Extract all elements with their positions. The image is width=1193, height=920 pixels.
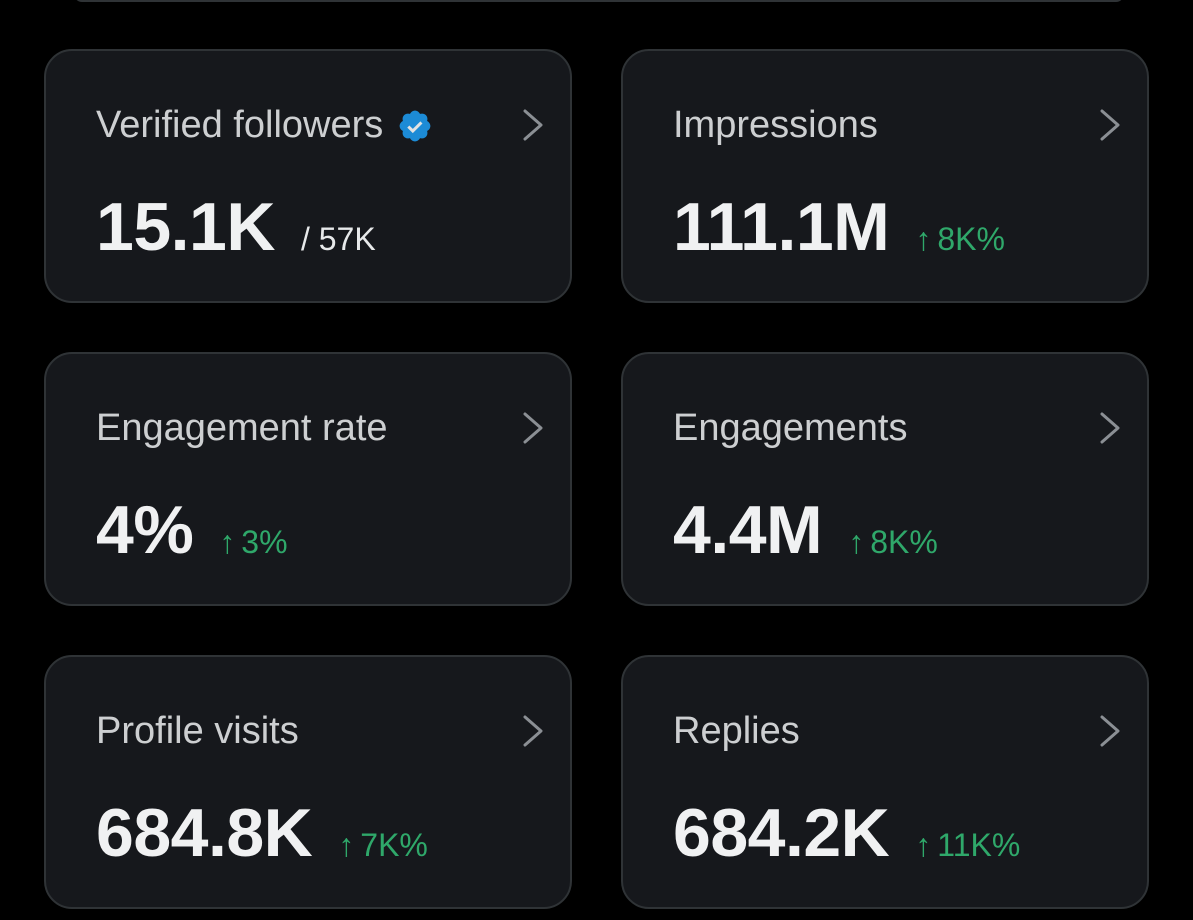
chevron-right-icon xyxy=(1100,412,1120,444)
metric-total: / 57K xyxy=(300,221,376,257)
card-title-label: Engagements xyxy=(673,407,908,449)
card-title: Impressions xyxy=(673,103,878,147)
metric-value: 684.2K xyxy=(673,795,890,871)
metric-value: 684.8K xyxy=(96,795,313,871)
value-row: 111.1M ↑ 8K% xyxy=(673,191,1005,263)
metric-change: ↑ 8K% xyxy=(915,221,1005,258)
analytics-grid: Verified followers 15.1K / 57K Impressio… xyxy=(44,49,1149,909)
arrow-up-icon: ↑ xyxy=(338,827,355,863)
card-impressions[interactable]: Impressions 111.1M ↑ 8K% xyxy=(621,49,1149,303)
metric-change-value: 8K% xyxy=(870,524,938,560)
card-engagements[interactable]: Engagements 4.4M ↑ 8K% xyxy=(621,352,1149,606)
card-title: Profile visits xyxy=(96,709,299,753)
metric-change-value: 3% xyxy=(241,524,288,560)
card-title-label: Verified followers xyxy=(96,104,384,146)
metric-change: ↑ 3% xyxy=(219,524,287,561)
arrow-up-icon: ↑ xyxy=(915,221,932,257)
metric-change: ↑ 11K% xyxy=(915,827,1020,864)
metric-change: ↑ 8K% xyxy=(848,524,938,561)
value-row: 684.8K ↑ 7K% xyxy=(96,797,428,869)
metric-change-value: 8K% xyxy=(937,221,1005,257)
card-profile-visits[interactable]: Profile visits 684.8K ↑ 7K% xyxy=(44,655,572,909)
card-title: Replies xyxy=(673,709,800,753)
card-title: Engagement rate xyxy=(96,406,388,450)
arrow-up-icon: ↑ xyxy=(219,524,236,560)
card-title-label: Replies xyxy=(673,710,800,752)
chevron-right-icon xyxy=(523,412,543,444)
card-title: Verified followers xyxy=(96,103,433,147)
verified-badge-icon xyxy=(399,110,431,142)
metric-value: 15.1K xyxy=(96,189,275,265)
chevron-right-icon xyxy=(1100,109,1120,141)
card-title-label: Impressions xyxy=(673,104,878,146)
metric-value: 111.1M xyxy=(673,189,890,265)
card-title: Engagements xyxy=(673,406,908,450)
chevron-right-icon xyxy=(523,109,543,141)
metric-change-value: 11K% xyxy=(937,827,1021,863)
metric-value: 4.4M xyxy=(673,492,823,568)
card-title-label: Engagement rate xyxy=(96,407,388,449)
metric-change-value: 7K% xyxy=(360,827,428,863)
arrow-up-icon: ↑ xyxy=(848,524,865,560)
card-title-label: Profile visits xyxy=(96,710,299,752)
value-row: 15.1K / 57K xyxy=(96,191,376,263)
arrow-up-icon: ↑ xyxy=(915,827,932,863)
card-verified-followers[interactable]: Verified followers 15.1K / 57K xyxy=(44,49,572,303)
card-replies[interactable]: Replies 684.2K ↑ 11K% xyxy=(621,655,1149,909)
metric-value: 4% xyxy=(96,492,194,568)
card-engagement-rate[interactable]: Engagement rate 4% ↑ 3% xyxy=(44,352,572,606)
value-row: 684.2K ↑ 11K% xyxy=(673,797,1020,869)
metric-change: ↑ 7K% xyxy=(338,827,428,864)
chevron-right-icon xyxy=(1100,715,1120,747)
value-row: 4% ↑ 3% xyxy=(96,494,288,566)
top-divider xyxy=(74,0,1124,2)
value-row: 4.4M ↑ 8K% xyxy=(673,494,938,566)
chevron-right-icon xyxy=(523,715,543,747)
